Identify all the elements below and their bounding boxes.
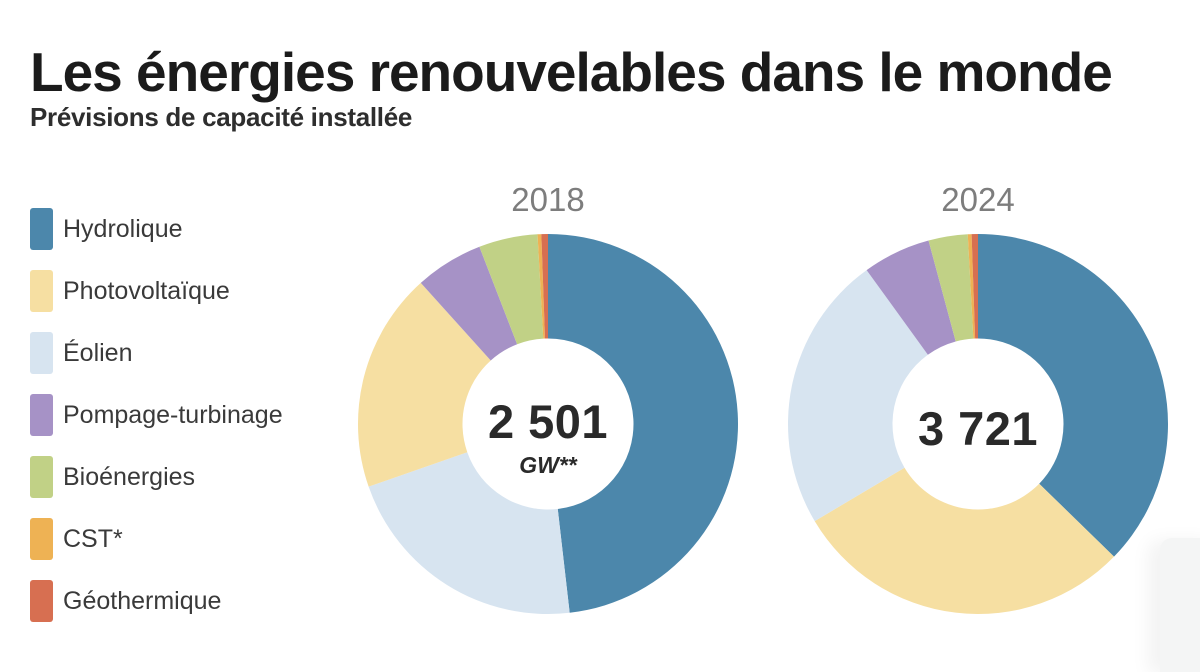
legend-swatch bbox=[30, 270, 53, 312]
donut-2024: 3 721 bbox=[788, 234, 1168, 614]
donut-2018: 2 501 GW** bbox=[358, 234, 738, 614]
legend-swatch bbox=[30, 518, 53, 560]
legend-item: Géothermique bbox=[30, 580, 283, 622]
year-label-2024: 2024 bbox=[941, 181, 1015, 218]
slice-bioénergies bbox=[928, 234, 974, 342]
donut-2018-svg bbox=[358, 234, 738, 614]
legend-item: Éolien bbox=[30, 332, 283, 374]
legend-label: Géothermique bbox=[63, 586, 222, 615]
donut-2024-svg bbox=[788, 234, 1168, 614]
slice-éolien bbox=[368, 452, 570, 614]
slice-photovoltaïque bbox=[358, 282, 491, 487]
slice-géothermique bbox=[971, 234, 978, 339]
legend-item: Hydrolique bbox=[30, 208, 283, 250]
slice-bioénergies bbox=[479, 234, 544, 345]
slice-hydrolique bbox=[978, 234, 1168, 557]
legend-item: Photovoltaïque bbox=[30, 270, 283, 312]
legend-swatch bbox=[30, 208, 53, 250]
page-title: Les énergies renouvelables dans le monde bbox=[30, 40, 1113, 103]
year-label-2018: 2018 bbox=[511, 181, 585, 218]
legend-swatch bbox=[30, 456, 53, 498]
legend-label: Pompage-turbinage bbox=[63, 400, 283, 429]
legend-label: Photovoltaïque bbox=[63, 276, 230, 305]
slice-hydrolique bbox=[548, 234, 738, 613]
legend-item: CST* bbox=[30, 518, 283, 560]
slice-photovoltaïque bbox=[814, 467, 1115, 614]
overlay-card-corner bbox=[1160, 538, 1200, 672]
slice-pompage-turbinage bbox=[866, 240, 956, 355]
slice-cst- bbox=[537, 234, 545, 339]
slice-géothermique bbox=[541, 234, 548, 339]
donut-chart-2024: 2024 3 721 bbox=[788, 180, 1168, 614]
legend-label: Éolien bbox=[63, 338, 133, 367]
slice-éolien bbox=[788, 270, 928, 522]
legend-item: Bioénergies bbox=[30, 456, 283, 498]
legend-swatch bbox=[30, 580, 53, 622]
donut-chart-2018: 2018 2 501 GW** bbox=[358, 180, 738, 614]
legend-swatch bbox=[30, 332, 53, 374]
legend-item: Pompage-turbinage bbox=[30, 394, 283, 436]
legend-label: Bioénergies bbox=[63, 462, 196, 491]
legend-swatch bbox=[30, 394, 53, 436]
legend: Hydrolique Photovoltaïque Éolien Pompage-tu… bbox=[30, 208, 283, 642]
legend-label: Hydrolique bbox=[63, 214, 183, 243]
slice-pompage-turbinage bbox=[420, 246, 518, 361]
slice-cst- bbox=[967, 234, 976, 339]
legend-label: CST* bbox=[63, 524, 123, 553]
page-subtitle: Prévisions de capacité installée bbox=[30, 101, 413, 132]
